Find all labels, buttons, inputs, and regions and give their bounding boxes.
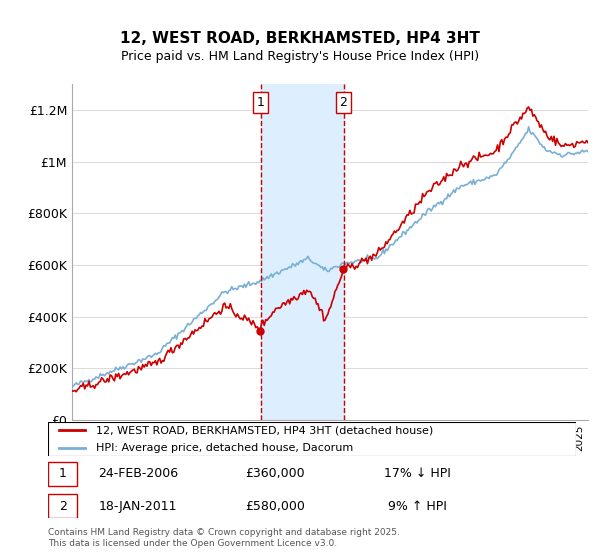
Text: 18-JAN-2011: 18-JAN-2011	[98, 500, 177, 513]
Text: £580,000: £580,000	[245, 500, 305, 513]
Text: 1: 1	[257, 96, 265, 109]
Text: 2: 2	[59, 500, 67, 513]
Text: 24-FEB-2006: 24-FEB-2006	[98, 468, 178, 480]
Text: 2: 2	[340, 96, 347, 109]
FancyBboxPatch shape	[48, 422, 576, 456]
Text: 12, WEST ROAD, BERKHAMSTED, HP4 3HT: 12, WEST ROAD, BERKHAMSTED, HP4 3HT	[120, 31, 480, 46]
Text: £360,000: £360,000	[245, 468, 305, 480]
FancyBboxPatch shape	[48, 494, 77, 518]
Bar	[260, 84, 344, 420]
Text: 9% ↑ HPI: 9% ↑ HPI	[388, 500, 447, 513]
Text: 17% ↓ HPI: 17% ↓ HPI	[384, 468, 451, 480]
Text: 12, WEST ROAD, BERKHAMSTED, HP4 3HT (detached house): 12, WEST ROAD, BERKHAMSTED, HP4 3HT (det…	[95, 426, 433, 435]
Text: Price paid vs. HM Land Registry's House Price Index (HPI): Price paid vs. HM Land Registry's House …	[121, 50, 479, 63]
Text: HPI: Average price, detached house, Dacorum: HPI: Average price, detached house, Daco…	[95, 443, 353, 452]
FancyBboxPatch shape	[48, 462, 77, 486]
Text: Contains HM Land Registry data © Crown copyright and database right 2025.
This d: Contains HM Land Registry data © Crown c…	[48, 528, 400, 548]
Text: 1: 1	[59, 468, 67, 480]
